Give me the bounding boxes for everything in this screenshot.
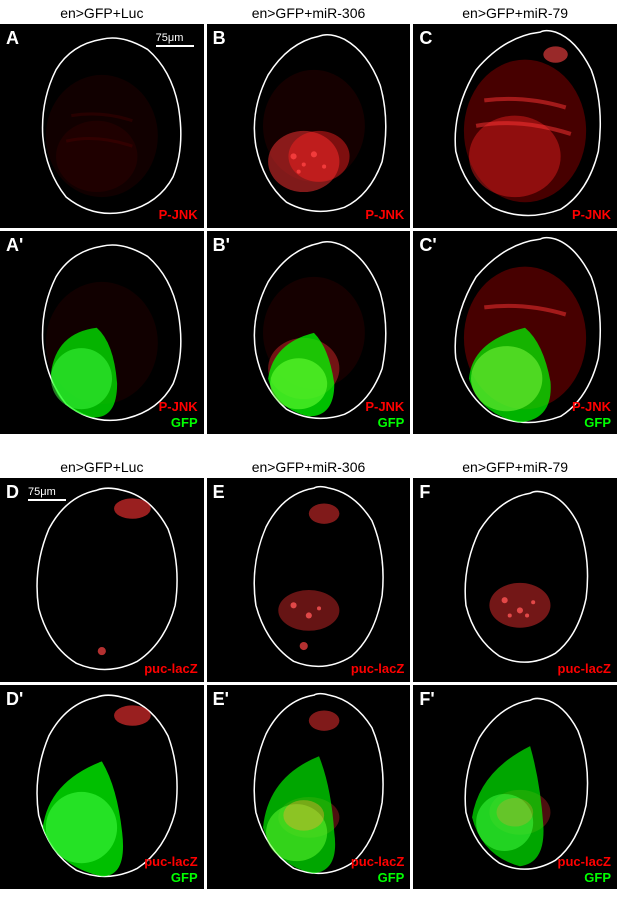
figure-container: en>GFP+Luc en>GFP+miR-306 en>GFP+miR-79 … <box>0 0 617 897</box>
tissue-outline <box>207 24 411 228</box>
tissue-outline <box>0 478 204 682</box>
panel-label: E <box>213 482 225 503</box>
panel-label: C <box>419 28 432 49</box>
marker-label-red: P-JNK <box>572 207 611 222</box>
marker-label-red: puc-lacZ <box>144 661 197 676</box>
panel-label: D' <box>6 689 23 710</box>
marker-label-red: P-JNK <box>365 207 404 222</box>
panel-d-prime: D' puc-lacZ GFP <box>0 685 204 889</box>
header-row-bottom: en>GFP+Luc en>GFP+miR-306 en>GFP+miR-79 <box>0 459 617 478</box>
tissue-outline <box>413 24 617 228</box>
column-header: en>GFP+Luc <box>0 459 204 478</box>
panel-label: B' <box>213 235 230 256</box>
scale-bar-text: 75μm <box>28 486 56 498</box>
scale-bar-text: 75μm <box>156 32 184 44</box>
column-header: en>GFP+miR-306 <box>207 5 411 24</box>
panel-label: F' <box>419 689 434 710</box>
panel-b-prime: B' P-JNK GFP <box>207 231 411 435</box>
panel-label: E' <box>213 689 229 710</box>
marker-label-red: puc-lacZ <box>351 661 404 676</box>
panel-f-prime: F' puc-lacZ GFP <box>413 685 617 889</box>
scale-bar: 75μm <box>28 486 66 501</box>
marker-label-red: puc-lacZ <box>351 854 404 869</box>
panel-label: B <box>213 28 226 49</box>
panel-a-prime: A' P-JNK GFP <box>0 231 204 435</box>
panel-grid-bottom: D 75μm puc-lacZ E pu <box>0 478 617 888</box>
marker-label-red: P-JNK <box>572 399 611 414</box>
panel-label: F <box>419 482 430 503</box>
panel-d: D 75μm puc-lacZ <box>0 478 204 682</box>
panel-grid-top: A 75μm P-JNK <box>0 24 617 434</box>
header-row-top: en>GFP+Luc en>GFP+miR-306 en>GFP+miR-79 <box>0 5 617 24</box>
marker-label-green: GFP <box>378 415 405 430</box>
bottom-section: en>GFP+Luc en>GFP+miR-306 en>GFP+miR-79 … <box>0 434 617 888</box>
panel-a: A 75μm P-JNK <box>0 24 204 228</box>
marker-label-red: P-JNK <box>159 399 198 414</box>
panel-b: B P-JNK <box>207 24 411 228</box>
panel-label: A <box>6 28 19 49</box>
panel-e-prime: E' puc-lacZ GFP <box>207 685 411 889</box>
top-section: en>GFP+Luc en>GFP+miR-306 en>GFP+miR-79 … <box>0 0 617 434</box>
marker-label-red: puc-lacZ <box>558 854 611 869</box>
panel-e: E puc-lacZ <box>207 478 411 682</box>
column-header: en>GFP+miR-79 <box>413 5 617 24</box>
scale-bar-line <box>156 45 194 47</box>
marker-label-green: GFP <box>378 870 405 885</box>
scale-bar-line <box>28 499 66 501</box>
tissue-outline <box>413 478 617 682</box>
panel-label: D <box>6 482 19 503</box>
column-header: en>GFP+Luc <box>0 5 204 24</box>
marker-label-red: puc-lacZ <box>144 854 197 869</box>
marker-label-green: GFP <box>171 870 198 885</box>
scale-bar: 75μm <box>156 32 194 47</box>
panel-c: C P-JNK <box>413 24 617 228</box>
marker-label-red: puc-lacZ <box>558 661 611 676</box>
tissue-outline <box>207 478 411 682</box>
marker-label-green: GFP <box>584 415 611 430</box>
marker-label-green: GFP <box>584 870 611 885</box>
marker-label-red: P-JNK <box>159 207 198 222</box>
panel-label: A' <box>6 235 23 256</box>
panel-c-prime: C' P-JNK GFP <box>413 231 617 435</box>
column-header: en>GFP+miR-306 <box>207 459 411 478</box>
marker-label-red: P-JNK <box>365 399 404 414</box>
tissue-outline <box>0 24 204 228</box>
panel-f: F puc-lacZ <box>413 478 617 682</box>
panel-label: C' <box>419 235 436 256</box>
marker-label-green: GFP <box>171 415 198 430</box>
column-header: en>GFP+miR-79 <box>413 459 617 478</box>
